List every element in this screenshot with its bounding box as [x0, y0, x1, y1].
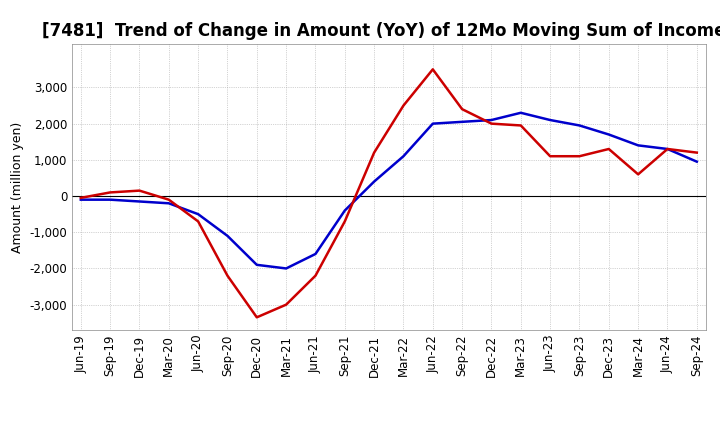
Ordinary Income: [370, 179, 379, 184]
Net Income: [487, 121, 496, 126]
Net Income: [399, 103, 408, 108]
Ordinary Income: [605, 132, 613, 137]
Net Income: [194, 219, 202, 224]
Net Income: [164, 197, 173, 202]
Net Income: [693, 150, 701, 155]
Ordinary Income: [341, 208, 349, 213]
Ordinary Income: [634, 143, 642, 148]
Ordinary Income: [428, 121, 437, 126]
Ordinary Income: [458, 119, 467, 125]
Net Income: [663, 147, 672, 152]
Net Income: [76, 195, 85, 201]
Net Income: [458, 106, 467, 112]
Ordinary Income: [516, 110, 525, 115]
Y-axis label: Amount (million yen): Amount (million yen): [11, 121, 24, 253]
Ordinary Income: [663, 147, 672, 152]
Net Income: [605, 147, 613, 152]
Net Income: [546, 154, 554, 159]
Net Income: [575, 154, 584, 159]
Line: Net Income: Net Income: [81, 70, 697, 317]
Ordinary Income: [575, 123, 584, 128]
Net Income: [282, 302, 290, 307]
Ordinary Income: [223, 233, 232, 238]
Line: Ordinary Income: Ordinary Income: [81, 113, 697, 268]
Net Income: [106, 190, 114, 195]
Ordinary Income: [282, 266, 290, 271]
Ordinary Income: [693, 159, 701, 164]
Ordinary Income: [106, 197, 114, 202]
Net Income: [135, 188, 144, 193]
Net Income: [253, 315, 261, 320]
Ordinary Income: [194, 212, 202, 217]
Net Income: [634, 172, 642, 177]
Ordinary Income: [135, 199, 144, 204]
Net Income: [311, 273, 320, 279]
Ordinary Income: [76, 197, 85, 202]
Title: [7481]  Trend of Change in Amount (YoY) of 12Mo Moving Sum of Incomes: [7481] Trend of Change in Amount (YoY) o…: [42, 22, 720, 40]
Ordinary Income: [399, 154, 408, 159]
Net Income: [428, 67, 437, 72]
Net Income: [370, 150, 379, 155]
Net Income: [223, 273, 232, 279]
Ordinary Income: [487, 117, 496, 123]
Ordinary Income: [546, 117, 554, 123]
Ordinary Income: [164, 201, 173, 206]
Ordinary Income: [311, 251, 320, 257]
Ordinary Income: [253, 262, 261, 268]
Net Income: [516, 123, 525, 128]
Net Income: [341, 219, 349, 224]
